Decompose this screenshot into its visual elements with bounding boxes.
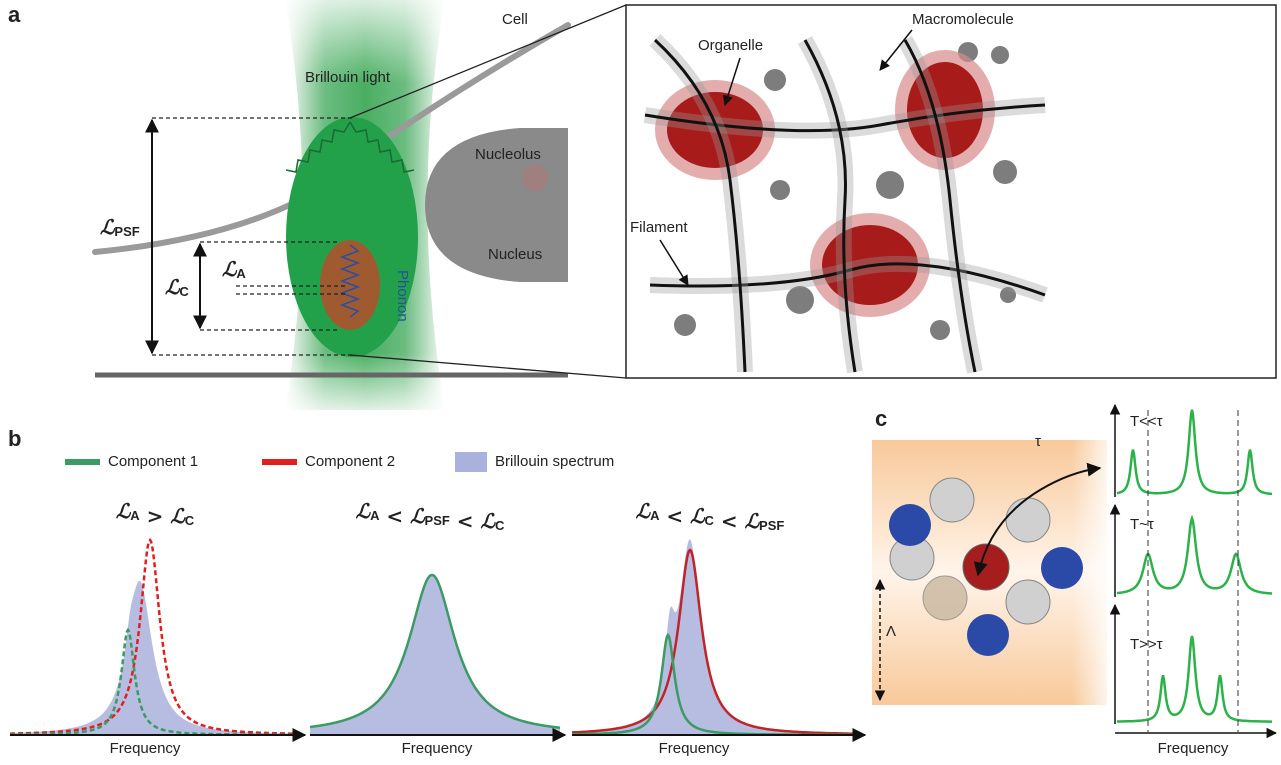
axis-label: Frequency	[1158, 740, 1229, 757]
label: Nucleus	[488, 246, 542, 263]
legend-swatch	[455, 452, 487, 472]
subscript: PSF	[759, 518, 784, 533]
symbol-label: τ	[1035, 433, 1041, 450]
subscript: PSF	[425, 513, 450, 528]
axis-label: Frequency	[659, 740, 730, 757]
operator: <	[659, 504, 690, 528]
macromolecule	[930, 320, 950, 340]
panel-label: c	[875, 406, 887, 431]
particle	[967, 614, 1009, 656]
macromolecule	[993, 160, 1017, 184]
particle	[889, 504, 931, 546]
condition: ℒA > ℒC	[116, 499, 195, 529]
condition: ℒA < ℒC < ℒPSF	[636, 499, 785, 534]
subscript: C	[185, 513, 195, 528]
label: Phonon	[394, 270, 411, 322]
subscript: C	[179, 284, 189, 299]
particle	[930, 478, 974, 522]
macromolecule	[991, 46, 1009, 64]
particle	[1041, 547, 1083, 589]
legend-label: Brillouin spectrum	[495, 453, 614, 470]
condition: ℒA < ℒPSF < ℒC	[356, 499, 505, 534]
macromolecule	[770, 180, 790, 200]
spectrum-fill	[10, 581, 300, 735]
operator: <	[379, 504, 410, 528]
symbol-label: ℒC	[165, 275, 189, 300]
macromolecule	[876, 171, 904, 199]
macromolecule	[674, 314, 696, 336]
panel-label: a	[8, 2, 21, 27]
label: Macromolecule	[912, 11, 1014, 28]
particle	[923, 576, 967, 620]
operator: <	[450, 509, 481, 533]
macromolecule	[764, 69, 786, 91]
label: Brillouin light	[305, 69, 391, 86]
panel-label: b	[8, 426, 21, 451]
symbol-label: Λ	[886, 623, 896, 640]
operator: >	[140, 504, 171, 528]
particle	[1006, 580, 1050, 624]
regime-label: T<<τ	[1130, 413, 1163, 430]
legend-label: Component 2	[305, 453, 395, 470]
subscript: C	[495, 518, 505, 533]
particle	[1006, 498, 1050, 542]
regime-label: T>>τ	[1130, 636, 1163, 653]
operator: <	[714, 509, 745, 533]
macromolecule	[786, 286, 814, 314]
regime-label: T~τ	[1130, 516, 1154, 533]
subscript: PSF	[114, 224, 139, 239]
legend-label: Component 1	[108, 453, 198, 470]
axis-label: Frequency	[110, 740, 181, 757]
label: Organelle	[698, 37, 763, 54]
spectrum-fill	[572, 539, 860, 735]
nucleolus	[522, 165, 548, 191]
symbol-label: ℒPSF	[100, 215, 140, 240]
spectrum-fill	[310, 575, 560, 735]
panel-a-art	[95, 0, 1276, 415]
label: Cell	[502, 11, 528, 28]
label: Filament	[630, 219, 688, 236]
subscript: A	[236, 266, 246, 281]
symbol-label: ℒA	[222, 257, 246, 282]
label: Nucleolus	[475, 146, 541, 163]
figure: a Cell Brillouin light Nucleolus Nucleus…	[0, 0, 1281, 765]
axis-label: Frequency	[402, 740, 473, 757]
